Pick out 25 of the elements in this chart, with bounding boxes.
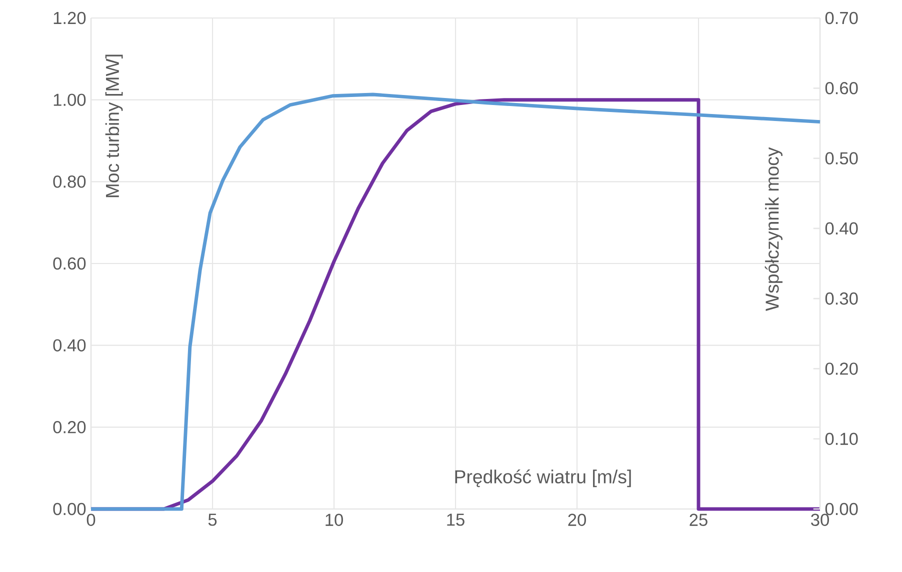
y2-tick-label: 0.60 (825, 82, 858, 94)
y2-tick-label: 0.70 (825, 12, 858, 24)
y2-axis-title: Współczynnik mocy (764, 147, 782, 311)
y2-tick-label: 0.30 (825, 292, 858, 305)
x-tick-label: 0 (86, 514, 96, 526)
x-tick-label: 15 (447, 514, 464, 526)
y-tick-label: 0.40 (53, 339, 86, 352)
x-tick-label: 30 (811, 514, 829, 526)
y2-tick-label: 0.00 (825, 502, 858, 516)
x-tick-label: 25 (690, 514, 708, 526)
y-axis-title: Moc turbiny [MW] (105, 54, 123, 198)
y-tick-label: 0.00 (53, 502, 86, 516)
y2-tick-label: 0.10 (825, 432, 858, 445)
y-tick-label: 1.00 (54, 94, 86, 106)
x-tick-label: 10 (326, 514, 343, 526)
y2-tick-label: 0.40 (825, 222, 858, 235)
x-tick-label: 20 (568, 514, 586, 526)
y2-tick-label: 0.20 (825, 362, 858, 375)
y-tick-label: 0.80 (53, 176, 86, 188)
y-tick-label: 1.20 (54, 12, 86, 24)
y-tick-label: 0.60 (53, 257, 86, 270)
y2-tick-label: 0.50 (825, 152, 858, 164)
x-tick-label: 5 (208, 514, 217, 526)
x-axis-title: Prędkość wiatru [m/s] (455, 469, 631, 488)
y-tick-label: 0.20 (53, 421, 86, 434)
